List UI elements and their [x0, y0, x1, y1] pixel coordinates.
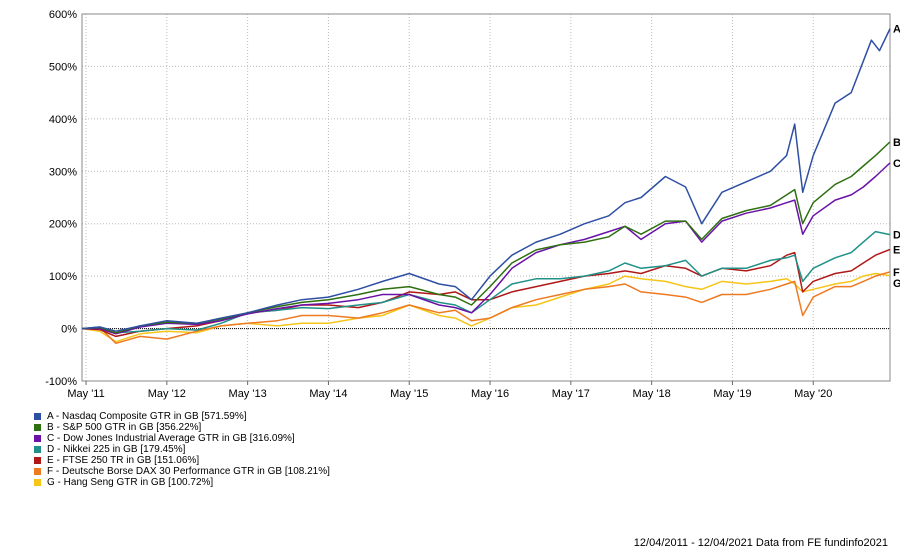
legend-swatch-d	[34, 446, 41, 453]
y-tick-label: 300%	[49, 166, 77, 178]
x-tick-label: May '11	[67, 388, 104, 400]
legend-label-b: B - S&P 500 GTR in GB [356.22%]	[47, 422, 202, 433]
legend-item-a: A - Nasdaq Composite GTR in GB [571.59%]	[34, 411, 330, 422]
series-line-a	[81, 28, 891, 332]
legend-label-d: D - Nikkei 225 in GB [179.45%]	[47, 444, 186, 455]
legend-item-f: F - Deutsche Borse DAX 30 Performance GT…	[34, 466, 330, 477]
x-tick-label: May '17	[552, 388, 590, 400]
legend: A - Nasdaq Composite GTR in GB [571.59%]…	[34, 411, 330, 488]
plot-frame	[81, 13, 891, 382]
legend-swatch-e	[34, 457, 41, 464]
x-tick-label: May '19	[713, 388, 751, 400]
legend-swatch-c	[34, 435, 41, 442]
x-tick-label: May '16	[471, 388, 509, 400]
x-tick-label: May '13	[229, 388, 267, 400]
x-tick-label: May '12	[148, 388, 186, 400]
legend-swatch-g	[34, 479, 41, 486]
y-tick-label: 100%	[49, 271, 77, 283]
x-tick-label: May '15	[390, 388, 428, 400]
x-tick-label: May '14	[309, 388, 347, 400]
legend-swatch-a	[34, 413, 41, 420]
y-tick-label: -100%	[45, 376, 77, 388]
legend-swatch-f	[34, 468, 41, 475]
legend-item-e: E - FTSE 250 TR in GB [151.06%]	[34, 455, 330, 466]
series-line-b	[81, 141, 891, 334]
series-end-label-b: B	[893, 137, 900, 149]
y-tick-label: 500%	[49, 61, 77, 73]
series-end-label-f: F	[893, 267, 900, 279]
legend-label-g: G - Hang Seng GTR in GB [100.72%]	[47, 477, 214, 488]
series-end-label-c: C	[893, 158, 900, 170]
series-end-label-a: A	[893, 24, 900, 36]
legend-item-g: G - Hang Seng GTR in GB [100.72%]	[34, 477, 330, 488]
grid	[82, 13, 890, 382]
legend-item-c: C - Dow Jones Industrial Average GTR in …	[34, 433, 330, 444]
legend-label-c: C - Dow Jones Industrial Average GTR in …	[47, 433, 295, 444]
series-end-label-g: G	[893, 278, 900, 290]
series-line-c	[82, 162, 891, 335]
series-line-f	[81, 271, 891, 345]
series-end-label-e: E	[893, 244, 900, 256]
legend-item-b: B - S&P 500 GTR in GB [356.22%]	[34, 422, 330, 433]
legend-swatch-b	[34, 424, 41, 431]
line-chart: -100% 0% 100% 200% 300% 400% 500% 600% May '11 Ma…	[45, 9, 900, 400]
legend-label-e: E - FTSE 250 TR in GB [151.06%]	[47, 455, 200, 466]
y-tick-label: 600%	[49, 9, 77, 21]
x-tick-label: May '18	[633, 388, 671, 400]
y-tick-label: 200%	[49, 219, 77, 231]
legend-label-a: A - Nasdaq Composite GTR in GB [571.59%]	[47, 411, 247, 422]
x-tick-label: May '20	[794, 388, 832, 400]
y-tick-label: 0%	[61, 324, 77, 336]
legend-item-d: D - Nikkei 225 in GB [179.45%]	[34, 444, 330, 455]
series-lines	[81, 28, 891, 345]
series-end-label-d: D	[893, 230, 900, 242]
y-tick-label: 400%	[49, 114, 77, 126]
axes: -100% 0% 100% 200% 300% 400% 500% 600% May '11 Ma…	[45, 9, 891, 400]
legend-label-f: F - Deutsche Borse DAX 30 Performance GT…	[47, 466, 330, 477]
series-line-g	[81, 272, 891, 343]
data-source-footer: 12/04/2011 - 12/04/2021 Data from FE fun…	[633, 537, 888, 549]
